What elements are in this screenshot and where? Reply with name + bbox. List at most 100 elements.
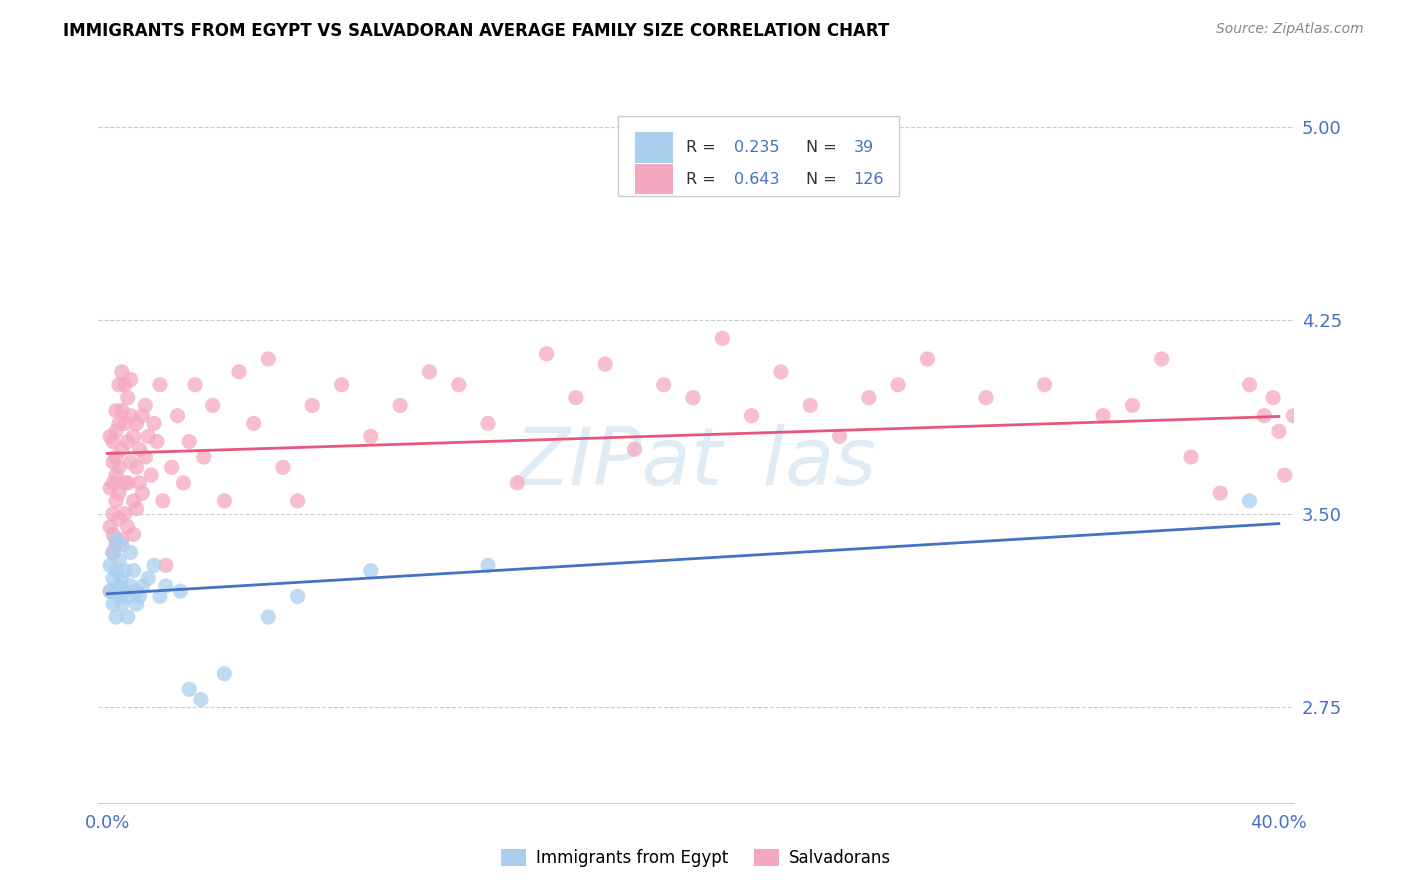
Point xyxy=(111,533,134,547)
Point xyxy=(125,460,148,475)
Point xyxy=(105,564,127,578)
Point xyxy=(120,409,142,423)
Point xyxy=(105,494,127,508)
Point xyxy=(1239,377,1261,392)
Point xyxy=(114,475,136,490)
Point xyxy=(593,357,616,371)
Point xyxy=(105,424,127,438)
Point xyxy=(506,475,529,490)
Point xyxy=(1399,409,1406,423)
Point xyxy=(201,398,224,412)
Point xyxy=(105,610,127,624)
Legend: Immigrants from Egypt, Salvadorans: Immigrants from Egypt, Salvadorans xyxy=(495,842,897,874)
Point xyxy=(108,486,131,500)
Point xyxy=(190,692,212,706)
Point xyxy=(105,533,127,547)
Text: 0.643: 0.643 xyxy=(734,172,780,186)
Point xyxy=(652,377,675,392)
Point xyxy=(114,417,136,431)
Point xyxy=(111,538,134,552)
Point xyxy=(108,512,131,526)
Point xyxy=(179,682,201,697)
Point xyxy=(1239,494,1261,508)
Point xyxy=(101,455,124,469)
Point xyxy=(108,460,131,475)
Point xyxy=(1268,424,1291,438)
Point xyxy=(111,365,134,379)
Point xyxy=(141,468,163,483)
Point xyxy=(111,442,134,457)
Point xyxy=(131,486,153,500)
Point xyxy=(360,564,382,578)
Point xyxy=(98,429,121,443)
Point xyxy=(117,610,139,624)
Point xyxy=(301,398,323,412)
Point xyxy=(1355,417,1378,431)
Point xyxy=(1092,409,1115,423)
Point xyxy=(114,507,136,521)
Point xyxy=(1150,351,1173,366)
Point xyxy=(134,450,156,464)
Point xyxy=(257,351,280,366)
Point xyxy=(117,590,139,604)
Point xyxy=(143,558,166,573)
Point xyxy=(114,564,136,578)
Point xyxy=(741,409,763,423)
Point xyxy=(105,538,127,552)
Point xyxy=(565,391,588,405)
Point xyxy=(1385,429,1406,443)
Point xyxy=(101,571,124,585)
Point xyxy=(1121,398,1143,412)
Point xyxy=(98,584,121,599)
Point xyxy=(117,475,139,490)
Point xyxy=(447,377,470,392)
Point xyxy=(101,475,124,490)
Point xyxy=(974,391,997,405)
Point xyxy=(287,494,309,508)
Point xyxy=(105,403,127,417)
Point xyxy=(125,417,148,431)
Point xyxy=(101,597,124,611)
Point xyxy=(287,590,309,604)
Point xyxy=(101,434,124,449)
Point xyxy=(117,391,139,405)
Point xyxy=(418,365,440,379)
Point xyxy=(128,442,150,457)
Point xyxy=(1209,486,1232,500)
Point xyxy=(111,571,134,585)
Point xyxy=(1180,450,1202,464)
Point xyxy=(160,460,183,475)
Text: R =: R = xyxy=(686,172,721,186)
Point xyxy=(799,398,821,412)
Point xyxy=(1282,409,1305,423)
Point xyxy=(360,429,382,443)
Text: R =: R = xyxy=(686,140,721,155)
Point xyxy=(108,417,131,431)
Point xyxy=(128,475,150,490)
Point xyxy=(166,409,188,423)
Point xyxy=(1274,468,1296,483)
Point xyxy=(143,417,166,431)
Point xyxy=(711,331,734,345)
Point xyxy=(101,545,124,559)
Point xyxy=(101,527,124,541)
Point xyxy=(136,429,159,443)
Point xyxy=(623,442,645,457)
Point xyxy=(105,584,127,599)
Point xyxy=(477,558,499,573)
Point xyxy=(120,579,142,593)
Point xyxy=(193,450,215,464)
Point xyxy=(149,590,172,604)
Point xyxy=(131,409,153,423)
Point xyxy=(120,373,142,387)
FancyBboxPatch shape xyxy=(619,117,900,196)
Text: Source: ZipAtlas.com: Source: ZipAtlas.com xyxy=(1216,22,1364,37)
Point xyxy=(120,545,142,559)
Point xyxy=(477,417,499,431)
Point xyxy=(117,434,139,449)
Point xyxy=(228,365,250,379)
Point xyxy=(242,417,264,431)
Point xyxy=(108,579,131,593)
Point xyxy=(136,571,159,585)
Point xyxy=(389,398,412,412)
